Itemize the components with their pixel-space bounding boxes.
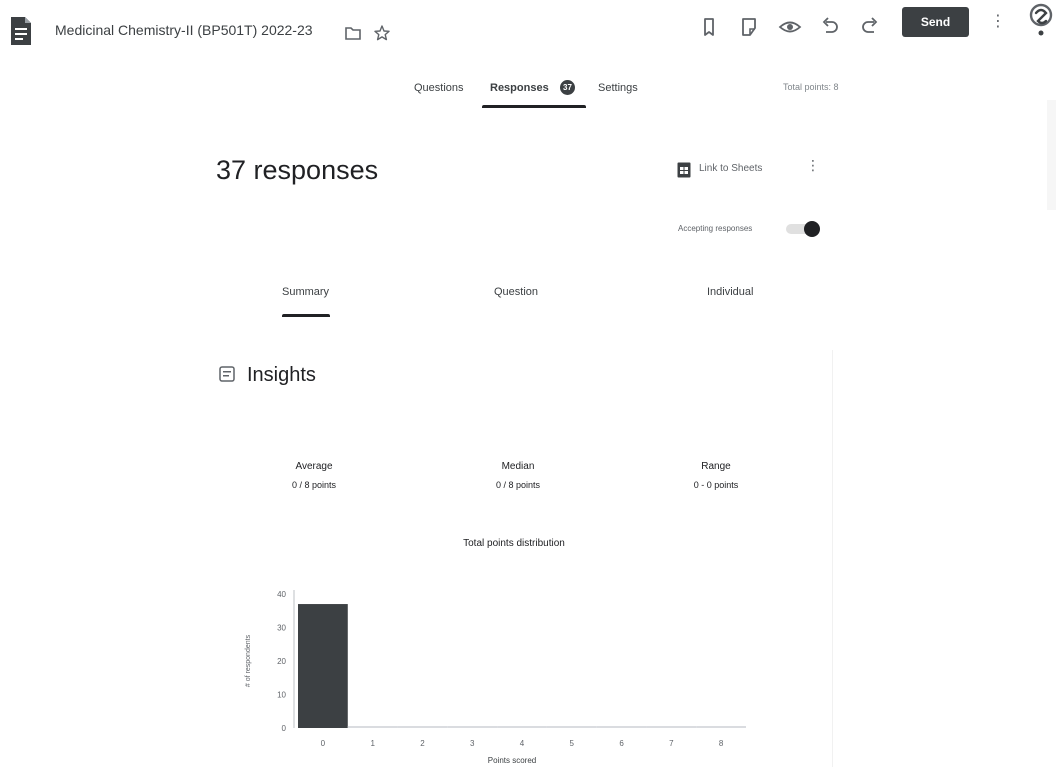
page-scrollbar[interactable] [1047, 100, 1056, 210]
toggle-knob [804, 221, 820, 237]
x-tick-label: 3 [470, 739, 475, 748]
x-axis-label: Points scored [488, 756, 536, 765]
x-tick-label: 7 [669, 739, 674, 748]
customize-theme-icon[interactable] [737, 15, 761, 39]
total-points-label: Total points: 8 [783, 82, 839, 92]
content-divider [832, 350, 833, 767]
account-avatar-icon[interactable] [1026, 2, 1056, 38]
insights-icon [219, 366, 235, 382]
y-tick-label: 30 [277, 624, 286, 633]
redo-icon[interactable] [858, 15, 882, 39]
average-value: 0 / 8 points [291, 480, 337, 490]
x-tick-label: 8 [719, 739, 724, 748]
points-distribution-chart: 0 10 20 30 40 0 1 2 3 4 5 6 7 8 # of respondents Points… [245, 590, 746, 765]
x-tick-label: 6 [619, 739, 624, 748]
responses-more-vert-icon[interactable]: ⋮ [806, 157, 820, 173]
y-tick-label: 20 [277, 657, 286, 666]
toggle-track [786, 224, 816, 234]
preview-eye-icon[interactable] [778, 15, 802, 39]
folder-icon[interactable] [344, 24, 362, 42]
form-title[interactable]: Medicinal Chemistry-II (BP501T) 2022-23 [55, 22, 313, 38]
accepting-responses-label: Accepting responses [678, 224, 753, 233]
median-label: Median [501, 461, 535, 472]
y-tick-label: 0 [282, 724, 287, 733]
form-doc-icon[interactable] [10, 16, 32, 46]
median-value: 0 / 8 points [495, 480, 541, 490]
send-button[interactable]: Send [902, 7, 969, 37]
bar-7 [646, 726, 697, 728]
x-tick-label: 0 [321, 739, 326, 748]
x-tick-label: 4 [520, 739, 525, 748]
tab-summary[interactable]: Summary [282, 286, 330, 298]
link-to-sheets-button[interactable]: Link to Sheets [699, 163, 763, 174]
x-tick-label: 5 [570, 739, 575, 748]
bar-5 [546, 726, 597, 728]
bar-4 [497, 726, 547, 728]
chart-title: Total points distribution [463, 538, 565, 549]
palette-icon[interactable] [698, 15, 722, 39]
bar-2 [397, 726, 448, 728]
undo-icon[interactable] [818, 15, 842, 39]
insights-heading: Insights [247, 364, 316, 386]
bar-3 [447, 726, 498, 728]
tab-questions[interactable]: Questions [414, 82, 464, 94]
x-tick-label: 2 [420, 739, 425, 748]
more-vert-icon[interactable]: ⋮ [990, 13, 1006, 30]
y-axis-label: # of respondents [245, 634, 252, 687]
star-icon[interactable] [373, 24, 391, 42]
bar-1 [347, 726, 398, 728]
active-tab-indicator [482, 105, 586, 108]
responses-count-heading: 37 responses [216, 155, 379, 185]
range-label: Range [701, 461, 731, 472]
tab-individual[interactable]: Individual [707, 286, 754, 298]
y-tick-label: 10 [277, 691, 286, 700]
tab-settings[interactable]: Settings [598, 82, 638, 94]
bar-6 [596, 726, 647, 728]
tab-question[interactable]: Question [494, 286, 539, 298]
y-tick-label: 40 [277, 590, 286, 599]
accepting-responses-toggle[interactable] [786, 221, 820, 237]
bar-0 [298, 604, 348, 728]
sheets-icon[interactable] [677, 162, 691, 178]
bar-8 [696, 726, 746, 728]
average-label: Average [295, 461, 333, 472]
range-value: 0 - 0 points [693, 480, 739, 490]
active-subtab-indicator [282, 314, 330, 317]
top-app-bar: Medicinal Chemistry-II (BP501T) 2022-23 … [0, 0, 1056, 64]
x-tick-label: 1 [370, 739, 375, 748]
responses-count-badge: 37 [560, 80, 575, 95]
tab-responses[interactable]: Responses [490, 82, 549, 94]
